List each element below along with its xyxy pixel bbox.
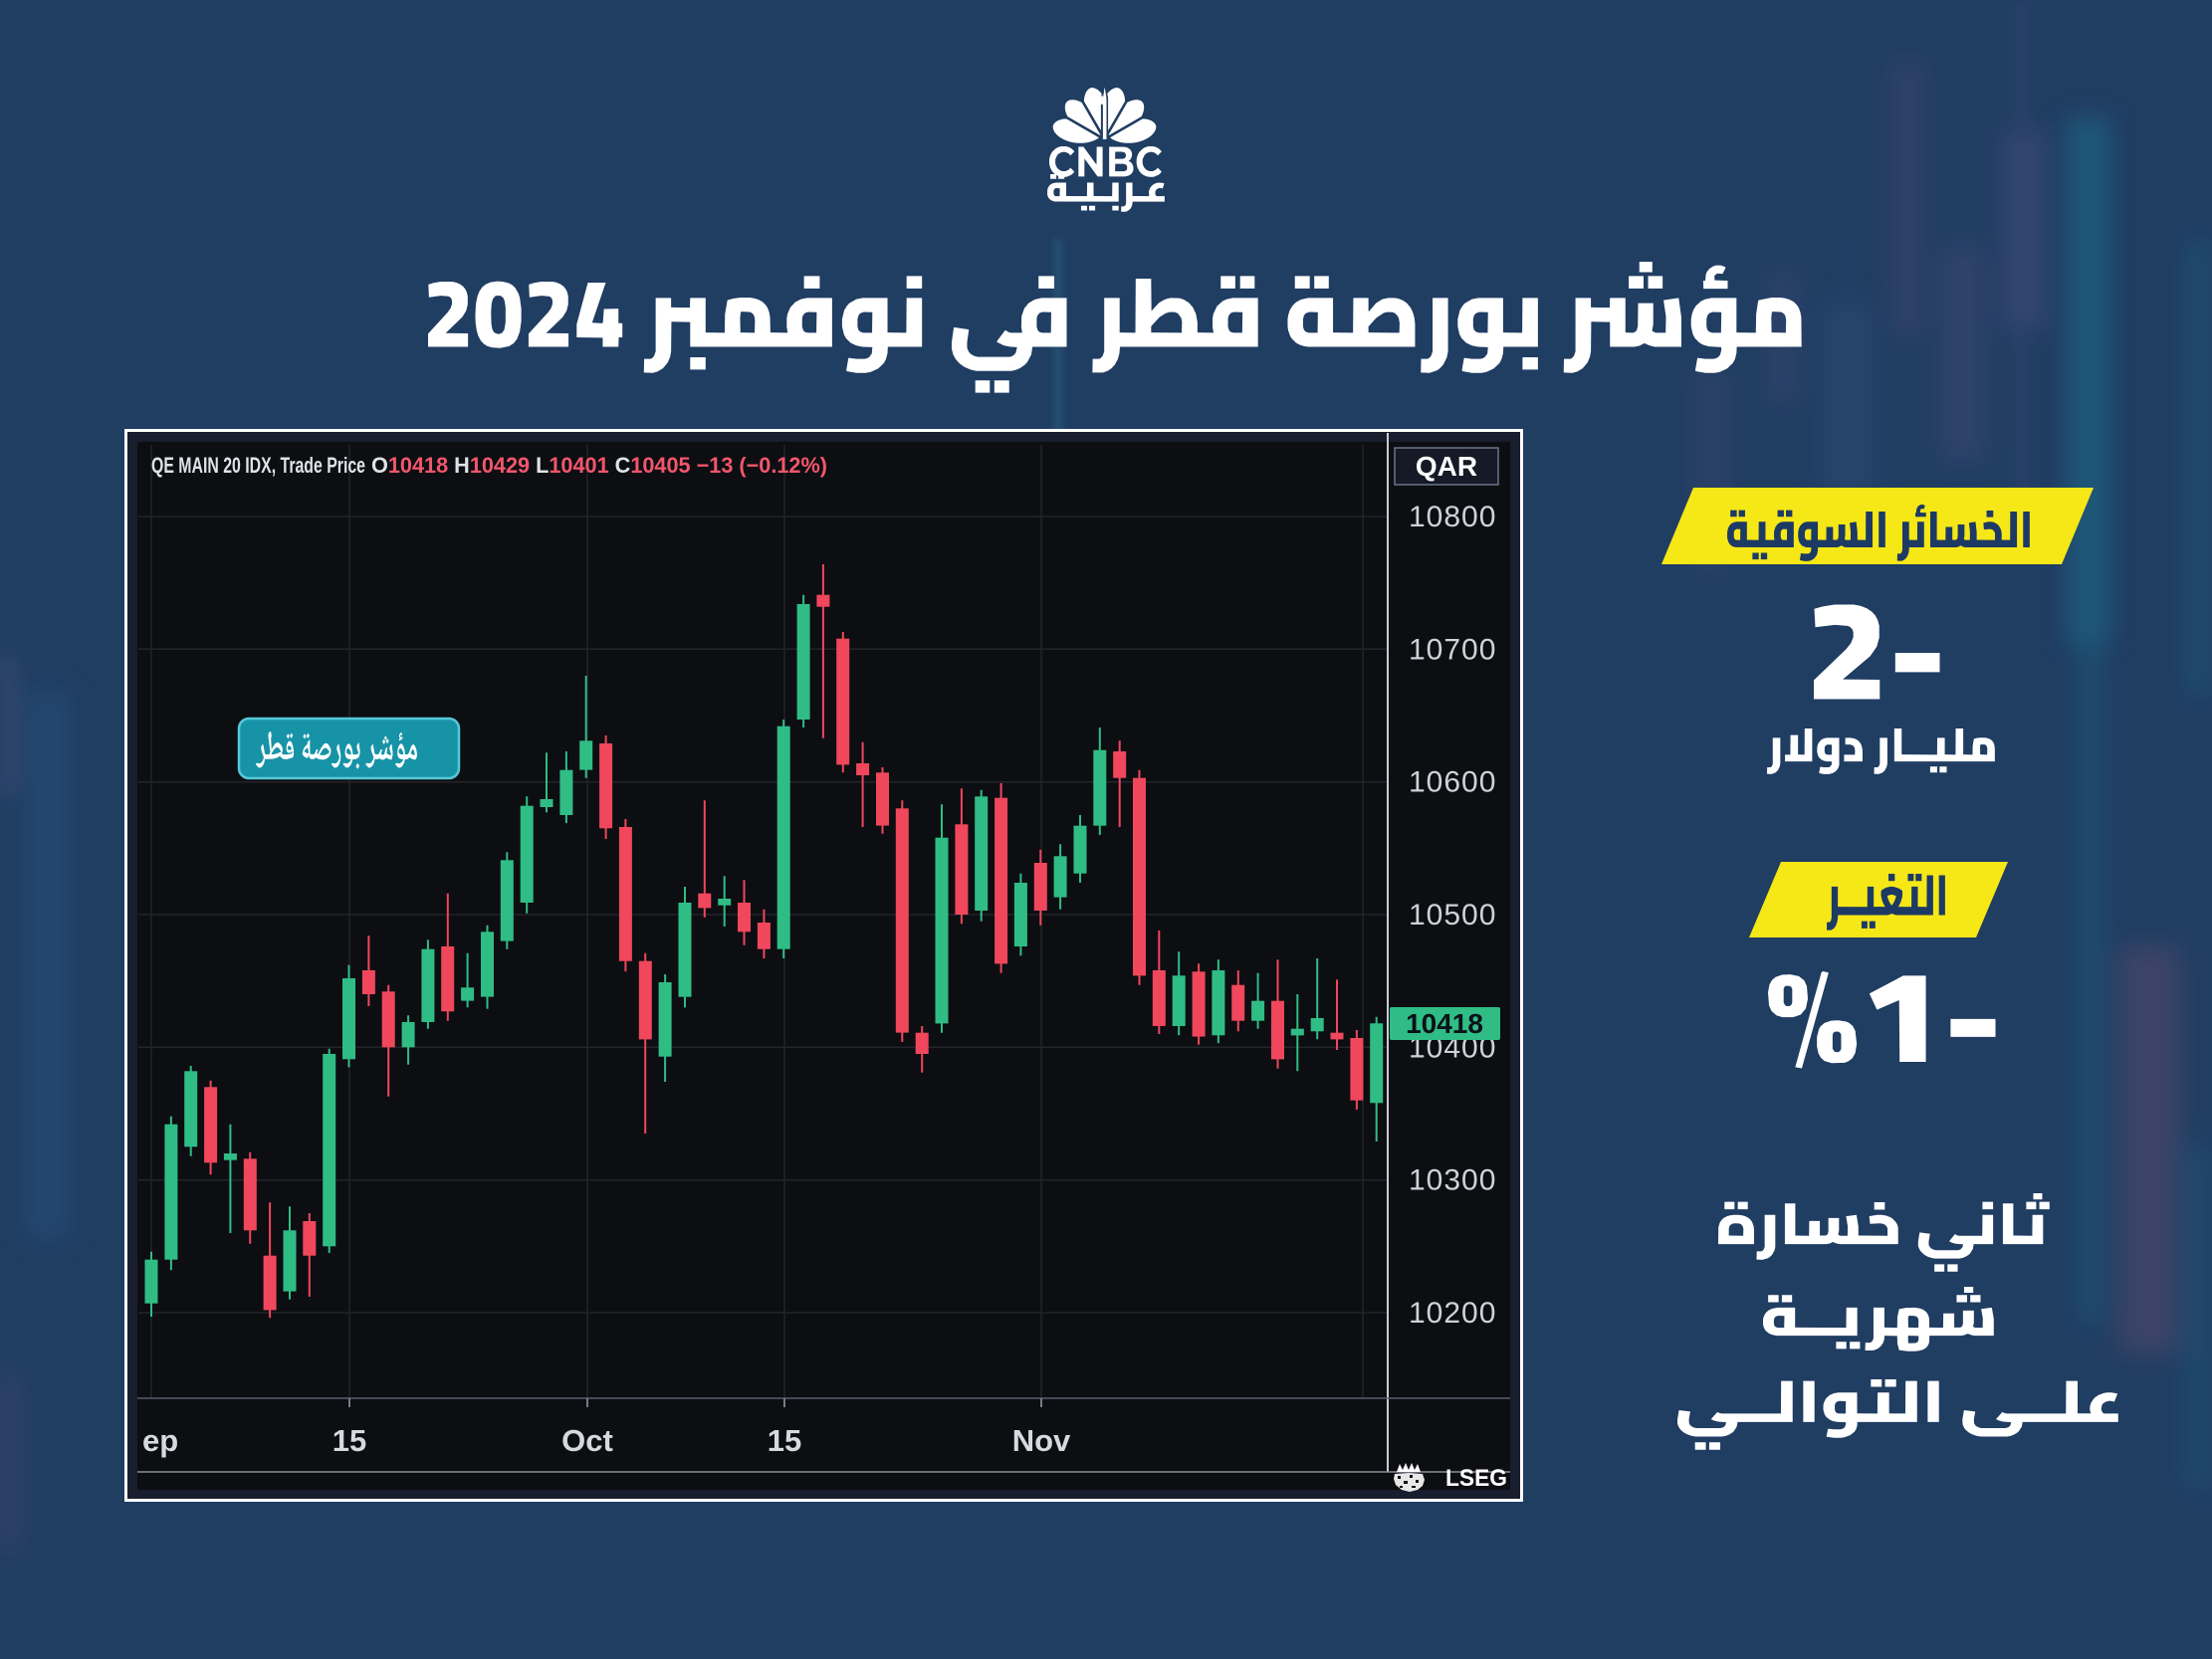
svg-text:15: 15 — [768, 1423, 801, 1458]
svg-text:10200: 10200 — [1409, 1297, 1496, 1330]
svg-text:O10418 H10429 L10401 C10405 −1: O10418 H10429 L10401 C10405 −13 (−0.12%) — [371, 453, 827, 478]
svg-text:10800: 10800 — [1409, 501, 1496, 533]
svg-text:10600: 10600 — [1409, 766, 1496, 799]
svg-text:10300: 10300 — [1409, 1164, 1496, 1197]
svg-text:Oct: Oct — [561, 1423, 613, 1458]
svg-text:15: 15 — [332, 1423, 366, 1458]
svg-text:Nov: Nov — [1012, 1423, 1071, 1458]
svg-text:ep: ep — [142, 1423, 178, 1458]
svg-text:10700: 10700 — [1409, 633, 1496, 666]
svg-text:QAR: QAR — [1416, 451, 1477, 482]
svg-text:QE MAIN 20 IDX, Trade Price: QE MAIN 20 IDX, Trade Price — [151, 453, 365, 478]
svg-text:10500: 10500 — [1409, 899, 1496, 932]
svg-text:LSEG: LSEG — [1445, 1465, 1507, 1492]
svg-text:10418: 10418 — [1406, 1008, 1483, 1039]
